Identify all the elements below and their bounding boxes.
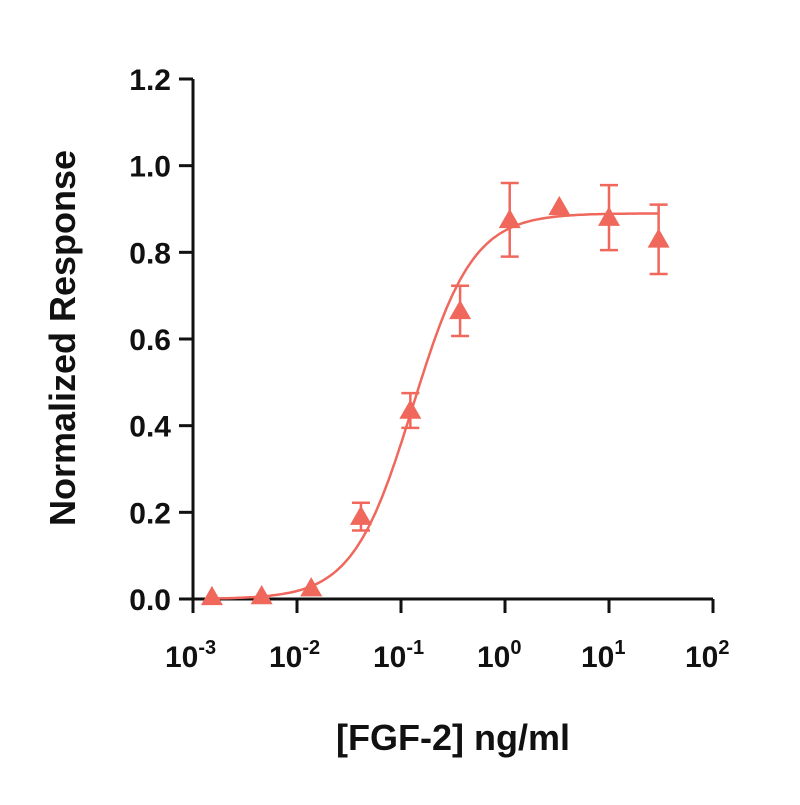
data-point: [399, 399, 422, 419]
x-tick-label: 101: [581, 637, 626, 674]
data-point: [200, 585, 223, 606]
y-tick-label: 1.2: [129, 64, 171, 97]
y-tick-label: 0.8: [129, 237, 171, 270]
data-point: [300, 577, 323, 597]
y-tick-label: 1.0: [129, 151, 171, 184]
fit-curve-group: [211, 212, 659, 600]
x-tick-label: 102: [685, 637, 730, 674]
data-point: [250, 584, 273, 605]
y-tick-label: 0.6: [129, 324, 171, 357]
data-point: [498, 208, 521, 229]
axes: 0.0 0.2 0.4 0.6 0.8 1.0 1.2 10-3 10-2 10-1 100 101 1…: [129, 64, 729, 674]
data-point: [647, 228, 670, 248]
y-tick-label: 0.4: [129, 411, 171, 444]
x-tick-label: 100: [477, 637, 522, 674]
data-point: [449, 299, 472, 320]
x-axis-label: [FGF-2] ng/ml: [336, 717, 570, 758]
x-tick-label: 10-2: [269, 637, 320, 674]
x-tick-label: 10-1: [373, 637, 424, 674]
data-points: [200, 181, 670, 606]
data-point: [349, 505, 372, 525]
data-point: [598, 206, 620, 226]
y-tick-label: 0.0: [129, 584, 171, 617]
x-tick-label: 10-3: [165, 637, 216, 674]
fit-curve: [211, 212, 659, 600]
y-axis-label: Normalized Response: [42, 150, 83, 526]
data-point: [548, 195, 571, 216]
y-tick-label: 0.2: [129, 497, 171, 530]
